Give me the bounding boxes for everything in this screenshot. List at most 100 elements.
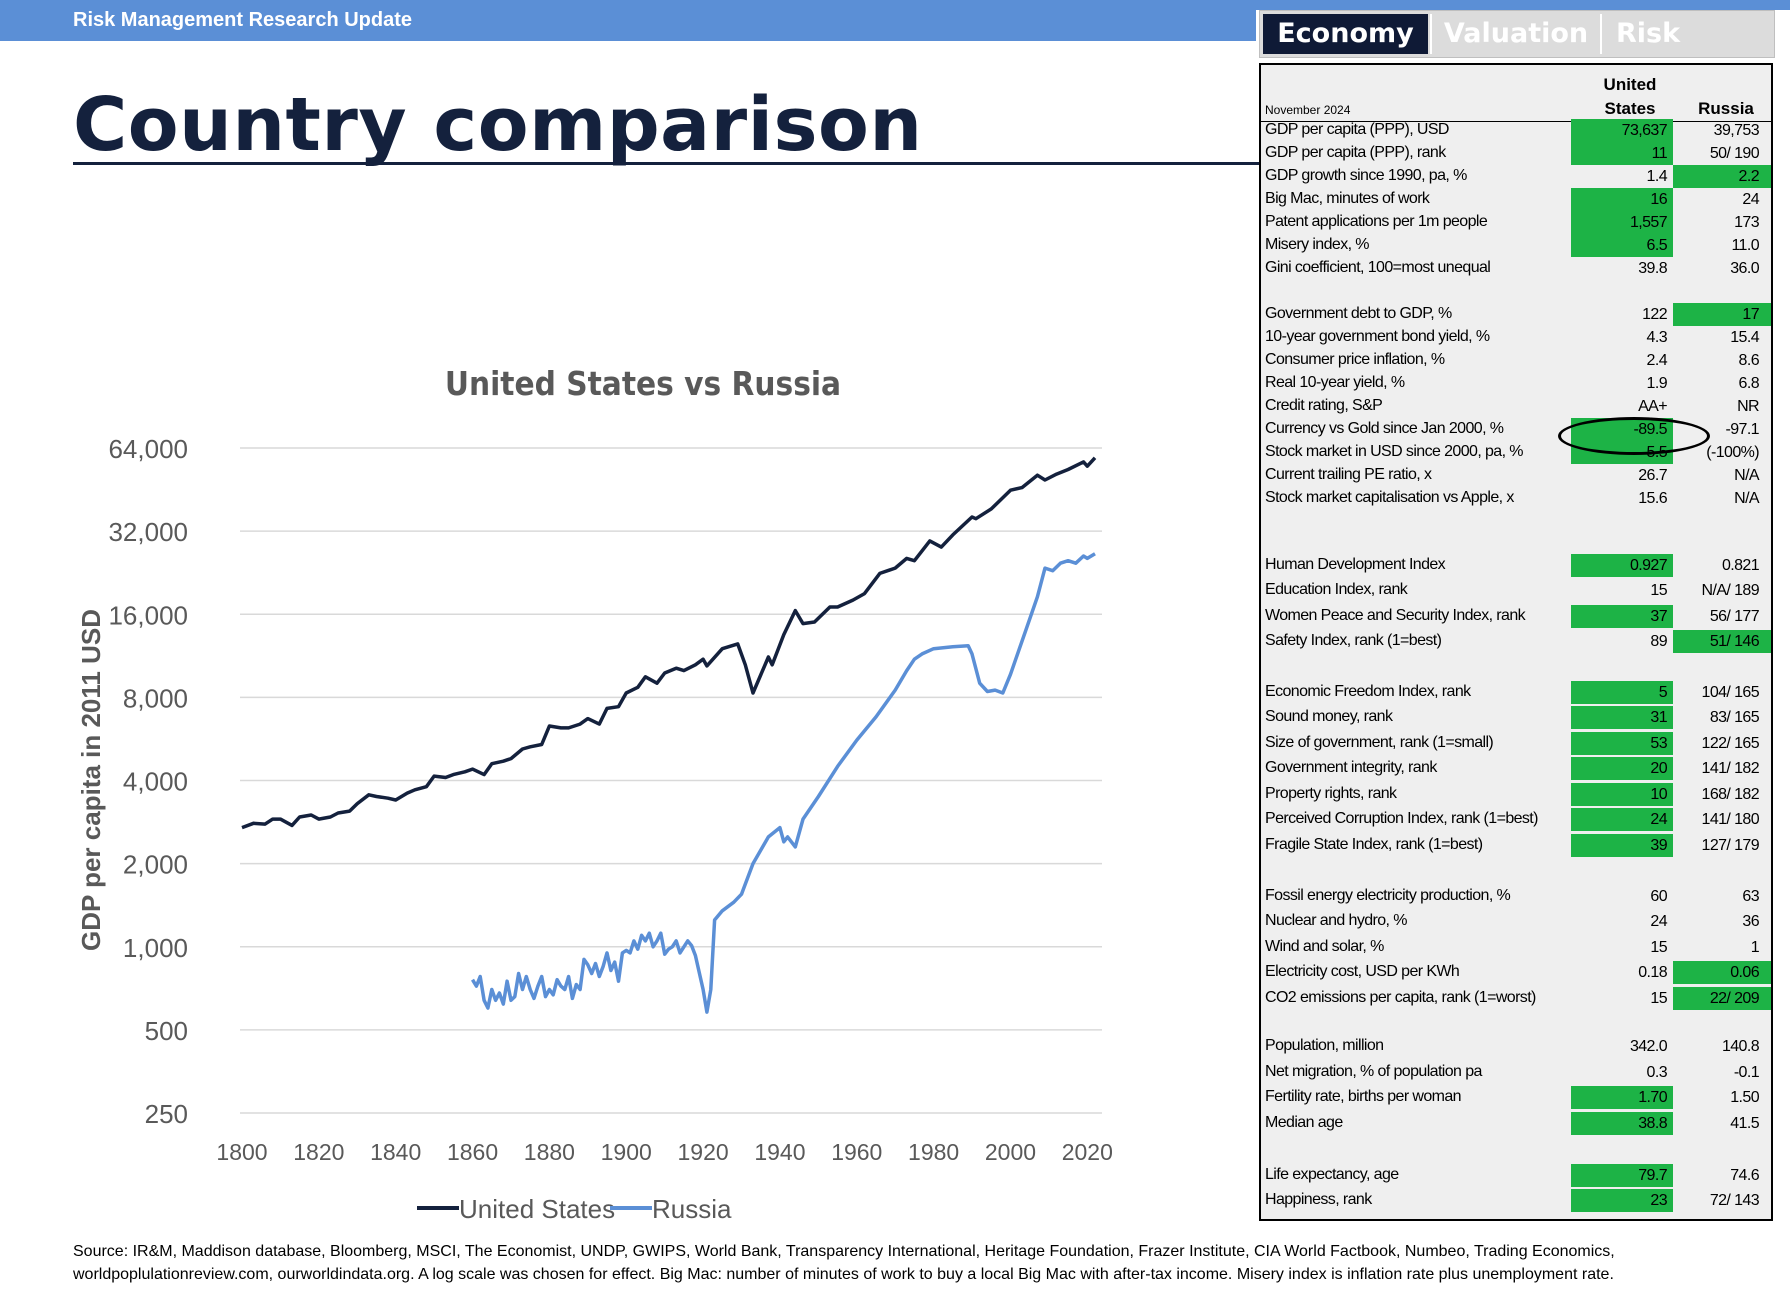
table-row: Gini coefficient, 100=most unequal 39.8 36… xyxy=(1261,257,1771,280)
table-row: Sound money, rank 31 83/ 165 xyxy=(1261,706,1771,729)
x-tick-label: 1860 xyxy=(447,1139,498,1165)
row-label: Life expectancy, age xyxy=(1265,1166,1399,1183)
tab-economy[interactable]: Economy xyxy=(1263,14,1428,54)
gdp-line-chart: United States vs Russia 250 500 1,000 2,000 4… xyxy=(80,364,1113,1224)
row-value-us: 0.927 xyxy=(1571,554,1673,577)
row-value-russia: N/A xyxy=(1734,490,1759,507)
row-value-russia: 140.8 xyxy=(1721,1038,1760,1055)
comparison-table: November 2024 United States Russia GDP p… xyxy=(1259,63,1773,1221)
row-label: Consumer price inflation, % xyxy=(1265,351,1445,368)
table-row: Patent applications per 1m people 1,557 17… xyxy=(1261,211,1771,234)
row-value-us: 1,557 xyxy=(1571,211,1673,234)
row-label: GDP per capita (PPP), USD xyxy=(1265,121,1449,138)
row-value-us: 16 xyxy=(1571,188,1673,211)
banner-text: Risk Management Research Update xyxy=(73,9,413,31)
row-label: Women Peace and Security Index, rank xyxy=(1265,607,1526,624)
x-tick-label: 1940 xyxy=(754,1139,805,1165)
row-value-russia: 0.821 xyxy=(1721,557,1760,574)
chart-title: United States vs Russia xyxy=(445,364,841,403)
row-label: Fertility rate, births per woman xyxy=(1265,1088,1462,1105)
row-value-russia: 24 xyxy=(1742,191,1759,208)
row-label: Nuclear and hydro, % xyxy=(1265,912,1407,929)
row-label: Median age xyxy=(1265,1114,1343,1131)
y-tick-label: 64,000 xyxy=(108,434,188,464)
row-label: Size of government, rank (1=small) xyxy=(1265,734,1494,751)
legend-label: United States xyxy=(459,1194,615,1224)
row-label: Government debt to GDP, % xyxy=(1265,305,1452,322)
row-label: Electricity cost, USD per KWh xyxy=(1265,963,1460,980)
footnote-line-1: Source: IR&M, Maddison database, Bloombe… xyxy=(73,1243,1615,1260)
column-header-us: United States xyxy=(1581,73,1679,121)
tab-risk[interactable]: Risk xyxy=(1615,18,1681,49)
table-row: GDP per capita (PPP), rank 11 50/ 190 xyxy=(1261,142,1771,165)
row-label: Current trailing PE ratio, x xyxy=(1265,466,1432,483)
row-value-russia: 17 xyxy=(1673,303,1771,326)
table-row: Fragile State Index, rank (1=best) 39 127/… xyxy=(1261,834,1771,857)
y-tick-label: 4,000 xyxy=(123,767,188,797)
row-value-us: 4.3 xyxy=(1646,329,1668,346)
row-value-russia: 0.06 xyxy=(1673,961,1771,984)
tab-separator xyxy=(1430,14,1432,54)
row-label: Fragile State Index, rank (1=best) xyxy=(1265,836,1483,853)
y-axis-label: GDP per capita in 2011 USD xyxy=(80,609,106,951)
tab-bar: Economy Valuation Risk xyxy=(1259,10,1775,58)
row-label: Government integrity, rank xyxy=(1265,759,1437,776)
row-value-us: 38.8 xyxy=(1571,1112,1673,1135)
row-value-us: 79.7 xyxy=(1571,1164,1673,1187)
x-tick-label: 1960 xyxy=(831,1139,882,1165)
table-row: Credit rating, S&P AA+ NR xyxy=(1261,395,1771,418)
row-label: Human Development Index xyxy=(1265,556,1446,573)
row-value-us: 15 xyxy=(1650,939,1667,956)
row-label: Safety Index, rank (1=best) xyxy=(1265,632,1442,649)
table-row: Size of government, rank (1=small) 53 122/… xyxy=(1261,732,1771,755)
table-date: November 2024 xyxy=(1265,103,1351,117)
y-tick-label: 32,000 xyxy=(108,517,188,547)
row-value-russia: 11.0 xyxy=(1731,237,1759,254)
y-tick-label: 250 xyxy=(145,1099,188,1129)
table-row: Happiness, rank 23 72/ 143 xyxy=(1261,1189,1771,1212)
table-row: Real 10-year yield, % 1.9 6.8 xyxy=(1261,372,1771,395)
table-row: Life expectancy, age 79.7 74.6 xyxy=(1261,1164,1771,1187)
tab-separator xyxy=(1600,14,1602,54)
x-tick-label: 2000 xyxy=(985,1139,1036,1165)
row-value-russia: 15.4 xyxy=(1730,329,1759,346)
row-value-russia: (-100%) xyxy=(1706,444,1759,461)
row-label: Perceived Corruption Index, rank (1=best… xyxy=(1265,810,1538,827)
footnote-line-2: worldpoplulationreview.com, ourworldinda… xyxy=(73,1266,1614,1283)
series-line-russia xyxy=(471,552,1096,1014)
row-value-us: 2.4 xyxy=(1646,352,1668,369)
table-row: Wind and solar, % 15 1 xyxy=(1261,936,1771,959)
y-tick-label: 1,000 xyxy=(123,933,188,963)
page-title: Country comparison xyxy=(73,82,923,168)
table-row: Perceived Corruption Index, rank (1=best… xyxy=(1261,808,1771,831)
row-value-russia: 41.5 xyxy=(1730,1115,1759,1132)
row-value-russia: 74.6 xyxy=(1730,1167,1759,1184)
row-value-russia: 2.2 xyxy=(1673,165,1771,188)
x-tick-label: 1900 xyxy=(601,1139,652,1165)
row-value-russia: 127/ 179 xyxy=(1701,837,1760,854)
row-value-us: 89 xyxy=(1650,633,1667,650)
row-value-us: 0.18 xyxy=(1638,964,1667,981)
row-label: Misery index, % xyxy=(1265,236,1370,253)
row-value-russia: 36.0 xyxy=(1730,260,1759,277)
row-label: Stock market in USD since 2000, pa, % xyxy=(1265,443,1524,460)
table-row: Government integrity, rank 20 141/ 182 xyxy=(1261,757,1771,780)
table-row: Big Mac, minutes of work 16 24 xyxy=(1261,188,1771,211)
row-value-us: 1.70 xyxy=(1571,1086,1673,1109)
row-value-russia: 22/ 209 xyxy=(1673,987,1771,1010)
row-value-us: 26.7 xyxy=(1638,467,1667,484)
row-value-us: 39 xyxy=(1571,834,1673,857)
x-tick-label: 1840 xyxy=(370,1139,421,1165)
row-value-russia: 51/ 146 xyxy=(1673,630,1771,653)
row-value-russia: 168/ 182 xyxy=(1701,786,1760,803)
row-value-russia: 104/ 165 xyxy=(1701,684,1760,701)
row-label: CO2 emissions per capita, rank (1=worst) xyxy=(1265,989,1536,1006)
row-label: Economic Freedom Index, rank xyxy=(1265,683,1471,700)
row-label: Big Mac, minutes of work xyxy=(1265,190,1430,207)
row-value-us: 53 xyxy=(1571,732,1673,755)
row-value-us: 5 xyxy=(1571,681,1673,704)
table-row: Misery index, % 6.5 11.0 xyxy=(1261,234,1771,257)
tab-valuation[interactable]: Valuation xyxy=(1443,18,1589,49)
row-value-us: 1.4 xyxy=(1646,168,1668,185)
row-label: Patent applications per 1m people xyxy=(1265,213,1488,230)
